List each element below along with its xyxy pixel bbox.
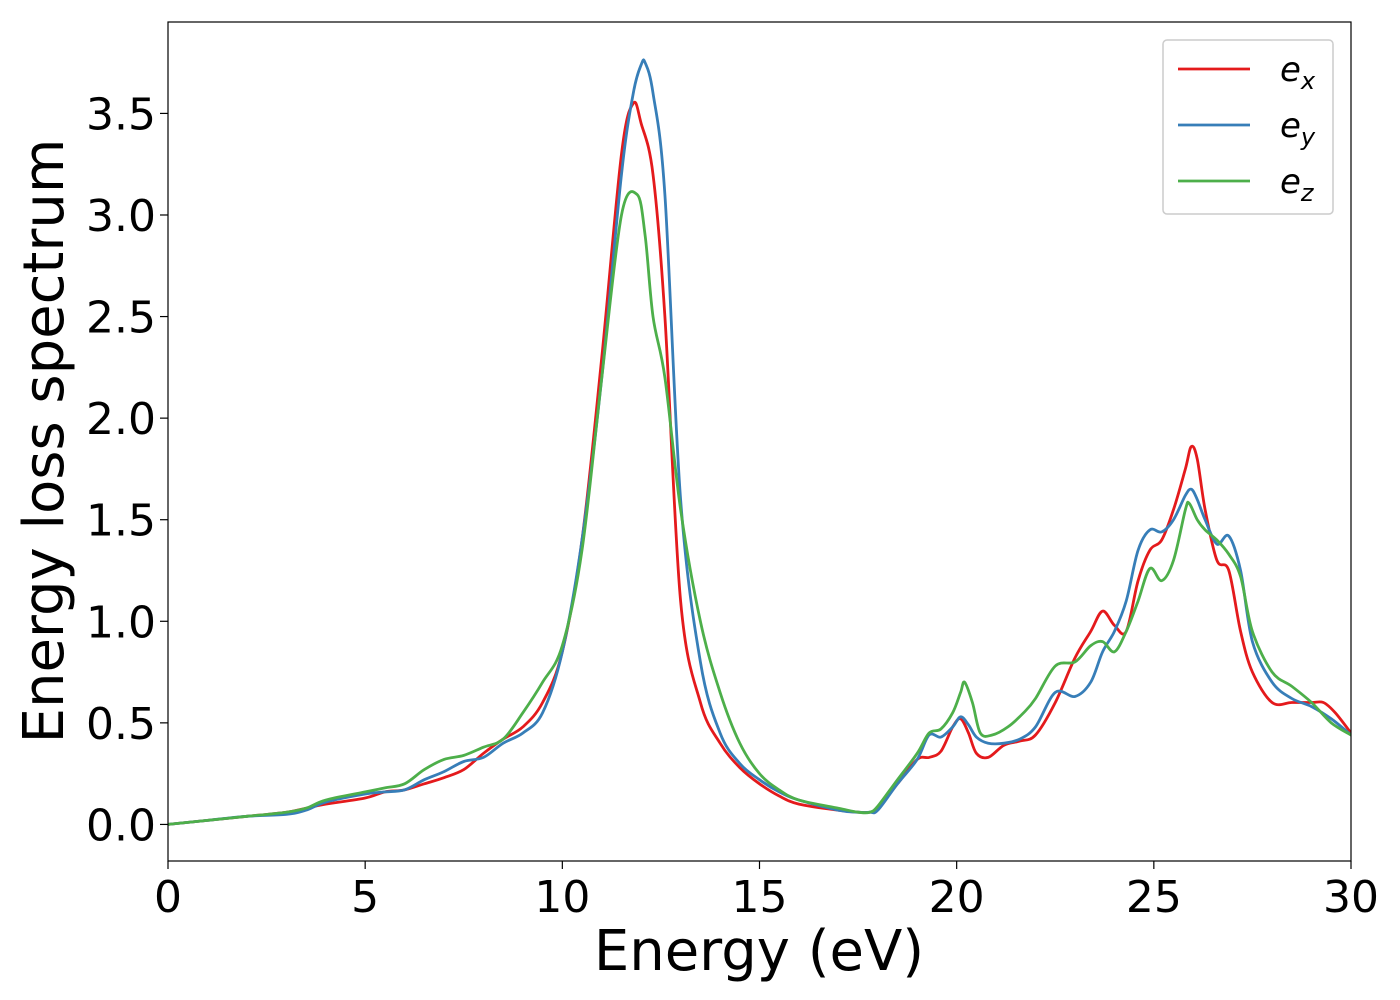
legend-label-z: ez — [1280, 162, 1315, 207]
series-line-z — [168, 190, 1351, 826]
legend-label-y: ey — [1280, 106, 1316, 151]
y-tick-label: 0.5 — [86, 699, 156, 750]
y-tick-label: 2.5 — [86, 293, 156, 344]
y-tick-label: 1.5 — [86, 496, 156, 547]
x-tick-label: 20 — [929, 872, 985, 923]
legend-box — [1162, 39, 1334, 215]
y-axis-label: Energy loss spectrum — [12, 139, 77, 744]
x-tick-label: 0 — [154, 872, 182, 923]
x-tick-label: 30 — [1323, 872, 1379, 923]
y-tick-label: 3.0 — [86, 191, 156, 242]
series-layer — [168, 58, 1351, 826]
x-tick-label: 10 — [534, 872, 590, 923]
y-tick-label: 1.0 — [86, 597, 156, 648]
legend-label-x: ex — [1280, 50, 1316, 95]
y-tick-label: 2.0 — [86, 394, 156, 445]
legend: ex ey ez — [1162, 39, 1334, 215]
x-axis: 0 5 10 15 20 25 30 — [154, 861, 1379, 923]
y-axis: 0.0 0.5 1.0 1.5 2.0 2.5 3.0 3.5 — [86, 89, 168, 851]
x-tick-label: 5 — [351, 872, 379, 923]
y-tick-label: 0.0 — [86, 800, 156, 851]
x-tick-label: 15 — [732, 872, 788, 923]
y-tick-label: 3.5 — [86, 89, 156, 140]
x-axis-label: Energy (eV) — [594, 919, 924, 984]
x-tick-label: 25 — [1126, 872, 1182, 923]
